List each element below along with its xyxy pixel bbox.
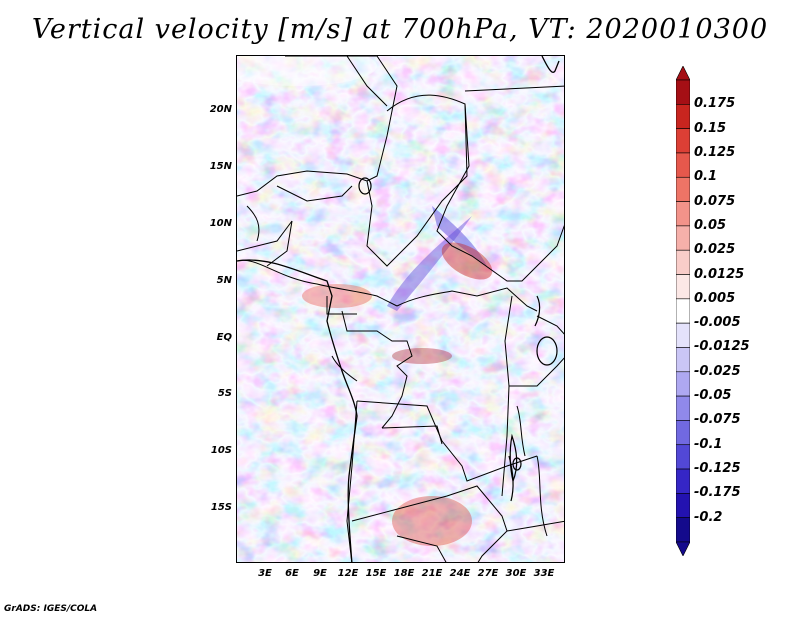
pale-top [237,56,377,86]
colorbar-swatch [676,128,690,154]
red-patch-w [302,284,372,308]
colorbar-label: -0.125 [694,461,741,477]
lon-label-21e: 21E [421,568,443,579]
lat-label-eq: EQ [216,332,232,343]
colorbar-label: 0.1 [694,169,718,185]
colorbar-swatch [676,104,690,129]
colorbar [676,66,690,556]
colorbar-label: 0.05 [694,217,727,233]
colorbar-label: -0.0125 [694,339,750,355]
colorbar-label: -0.075 [694,412,741,428]
colorbar-label: 0.175 [694,96,736,112]
lon-label-18e: 18E [393,568,415,579]
colorbar-label: -0.1 [694,436,723,452]
lon-label-12e: 12E [337,568,359,579]
colorbar-label: 0.15 [694,120,727,136]
velocity-field [237,56,564,562]
blue-band [432,206,487,266]
chart-title: Vertical velocity [m/s] at 700hPa, VT: 2… [31,14,769,45]
colorbar-swatch [676,493,690,518]
lat-label-5s: 5S [217,388,232,399]
colorbar-label: 0.005 [694,290,736,306]
red-patch-c [392,348,452,364]
colorbar-swatch [676,517,690,543]
colorbar-swatch [676,274,690,300]
lat-label-5n: 5N [216,275,232,286]
colorbar-label: -0.2 [694,509,723,525]
colorbar-swatch [676,468,690,494]
colorbar-swatch [676,444,690,470]
colorbar-swatch [676,249,690,275]
lon-label-30e: 30E [505,568,527,579]
map-panel [236,55,565,563]
lat-label-15s: 15S [210,502,232,513]
colorbar-swatch [676,298,690,324]
lon-label-9e: 9E [313,568,327,579]
colorbar-swatch [676,79,690,105]
country-borders [237,56,564,562]
red-patch-s [392,496,472,546]
noise-streaks [237,56,564,562]
lakes [358,177,558,502]
red-patch-ne [441,242,493,280]
colorbar-swatch [676,176,690,202]
colorbar-label: -0.175 [694,485,741,501]
lon-label-24e: 24E [449,568,471,579]
colorbar-swatch [676,347,690,373]
credit-text: GrADS: IGES/COLA [4,604,98,614]
colorbar-top-arrow [676,66,690,81]
colorbar-label: 0.125 [694,144,736,160]
lon-label-27e: 27E [477,568,499,579]
colorbar-label: 0.025 [694,242,736,258]
lon-label-15e: 15E [365,568,387,579]
colorbar-swatch [676,395,690,421]
lat-label-20n: 20N [209,104,232,115]
blue-band-2 [387,216,472,311]
lon-label-3e: 3E [258,568,272,579]
colorbar-swatch [676,201,690,227]
colorbar-label: -0.025 [694,363,741,379]
colorbar-swatch [676,225,690,251]
colorbar-swatch [676,152,690,178]
colorbar-label: -0.005 [694,315,741,331]
colorbar-label: 0.0125 [694,266,745,282]
colorbar-label: -0.05 [694,388,732,404]
lat-label-15n: 15N [209,161,232,172]
colorbar-bottom-arrow [676,541,690,556]
lon-label-6e: 6E [285,568,299,579]
lon-label-33e: 33E [533,568,555,579]
colorbar-swatch [676,371,690,397]
lat-label-10n: 10N [209,218,232,229]
coastline [237,56,560,562]
lat-label-10s: 10S [210,445,232,456]
colorbar-swatch [676,322,690,348]
colorbar-label: 0.075 [694,193,736,209]
colorbar-swatch [676,420,690,446]
